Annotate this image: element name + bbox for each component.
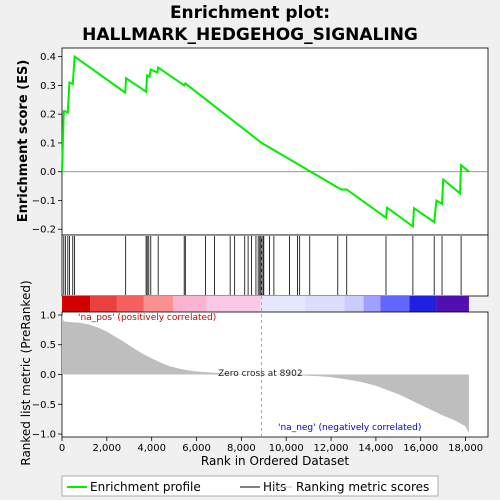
rank-bar-segment — [436, 296, 469, 312]
es-y-tick-label: 0.1 — [40, 138, 56, 149]
es-y-tick-label: −0.1 — [32, 196, 56, 207]
hits-panel — [61, 234, 489, 297]
metric-y-axis-label: Ranked list metric (PreRanked) — [19, 280, 33, 465]
metric-y-tick-label: −0.5 — [32, 400, 56, 411]
rank-bar-segment — [344, 296, 364, 312]
zero-cross-label: Zero cross at 8902 — [218, 369, 303, 379]
x-tick-label: 8,000 — [227, 443, 256, 454]
x-tick-label: 14,000 — [358, 443, 393, 454]
chart-title: Enrichment plot: — [170, 3, 330, 23]
metric-y-tick-label: 0.0 — [40, 370, 56, 381]
es-y-tick-label: 0.3 — [40, 81, 56, 92]
rank-bar-segment — [206, 296, 261, 312]
x-tick-label: 6,000 — [182, 443, 211, 454]
x-tick-label: 10,000 — [269, 443, 304, 454]
rank-color-bar — [62, 296, 469, 312]
ranking-metric-area — [62, 315, 469, 434]
hits-marks — [63, 236, 462, 295]
metric-y-tick-label: 1.0 — [40, 310, 56, 321]
es-y-tick-label: 0.0 — [40, 167, 56, 178]
es-y-ticks: −0.2 −0.1 0.0 0.1 0.2 0.3 0.4 — [32, 52, 62, 236]
metric-y-tick-label: −1.0 — [32, 430, 56, 441]
x-tick-label: 18,000 — [448, 443, 483, 454]
legend-enrichment-label: Enrichment profile — [90, 480, 201, 494]
rank-bar-segment — [363, 296, 381, 312]
x-axis-ticks: 0 2,000 4,000 6,000 8,000 10,000 12,000 14,000 1… — [59, 437, 483, 454]
x-tick-label: 16,000 — [403, 443, 438, 454]
rank-bar-segment — [260, 296, 306, 312]
chart-subtitle: HALLMARK_HEDGEHOG_SIGNALING — [82, 25, 418, 45]
es-y-tick-label: 0.4 — [40, 52, 56, 63]
metric-y-ticks: −1.0 −0.5 0.0 0.5 1.0 — [32, 310, 62, 441]
enrichment-profile-line — [61, 54, 470, 229]
legend-ranking-label: Ranking metric scores — [296, 480, 429, 494]
rank-bar-segment — [172, 296, 207, 312]
rank-bar-segment — [116, 296, 144, 312]
rank-bar-segment — [90, 296, 117, 312]
es-y-tick-label: 0.2 — [40, 110, 56, 121]
positive-correlation-label: 'na_pos' (positively correlated) — [78, 313, 216, 323]
x-tick-label: 0 — [59, 443, 65, 454]
metric-y-tick-label: 0.5 — [40, 340, 56, 351]
es-y-tick-label: −0.2 — [32, 225, 56, 236]
rank-bar-segment — [62, 296, 91, 312]
negative-correlation-label: 'na_neg' (negatively correlated) — [278, 423, 421, 433]
rank-bar-segment — [305, 296, 345, 312]
rank-bar-segment — [409, 296, 437, 312]
x-tick-label: 2,000 — [93, 443, 122, 454]
x-tick-label: 4,000 — [137, 443, 166, 454]
es-y-axis-label: Enrichment score (ES) — [16, 60, 31, 223]
rank-bar-segment — [380, 296, 410, 312]
x-tick-label: 12,000 — [314, 443, 349, 454]
x-axis-label: Rank in Ordered Dataset — [201, 454, 349, 468]
legend-box — [61, 475, 439, 497]
es-panel — [61, 47, 489, 236]
rank-bar-segment — [143, 296, 173, 312]
